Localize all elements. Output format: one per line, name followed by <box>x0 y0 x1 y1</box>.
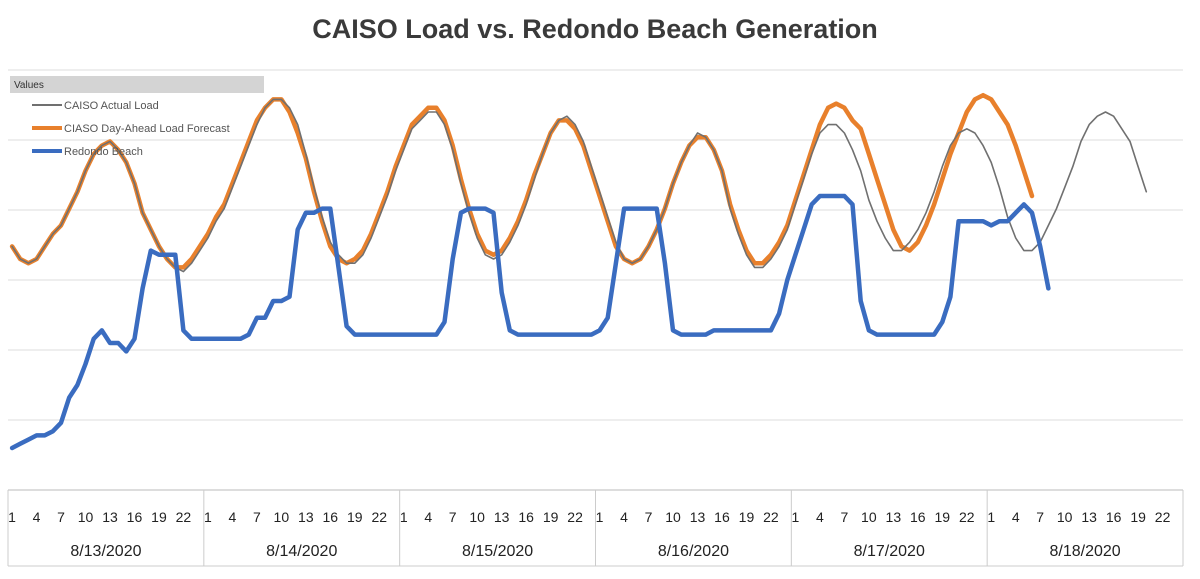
hour-tick-label: 16 <box>714 509 730 525</box>
legend: Values CAISO Actual Load CIASO Day-Ahead … <box>10 76 264 158</box>
date-label: 8/17/2020 <box>854 543 925 560</box>
hour-tick-label: 19 <box>543 509 559 525</box>
legend-entry-label: Redondo Beach <box>64 146 143 158</box>
hour-tick-label: 13 <box>298 509 314 525</box>
hour-tick-label: 1 <box>792 509 800 525</box>
hour-tick-label: 22 <box>959 509 975 525</box>
hour-tick-label: 10 <box>861 509 877 525</box>
hour-tick-label: 10 <box>665 509 681 525</box>
series-lines <box>9 92 1148 451</box>
hour-tick-label: 10 <box>469 509 485 525</box>
hour-tick-label: 4 <box>620 509 628 525</box>
hour-tick-label: 16 <box>518 509 534 525</box>
date-label: 8/15/2020 <box>462 543 533 560</box>
hour-tick-label: 19 <box>1130 509 1146 525</box>
hour-tick-label: 16 <box>127 509 143 525</box>
hour-tick-label: 7 <box>1036 509 1044 525</box>
hour-tick-label: 4 <box>1012 509 1020 525</box>
hour-tick-label: 1 <box>8 509 16 525</box>
date-label: 8/14/2020 <box>266 543 337 560</box>
hour-tick-label: 19 <box>347 509 363 525</box>
hour-tick-label: 13 <box>102 509 118 525</box>
hour-tick-label: 10 <box>1057 509 1073 525</box>
hour-tick-label: 13 <box>690 509 706 525</box>
hour-tick-label: 10 <box>274 509 290 525</box>
hour-tick-label: 16 <box>323 509 339 525</box>
date-label: 8/13/2020 <box>70 543 141 560</box>
hour-tick-label: 7 <box>645 509 653 525</box>
hour-tick-label: 22 <box>763 509 779 525</box>
hour-tick-label: 22 <box>567 509 583 525</box>
hour-tick-label: 4 <box>816 509 824 525</box>
hour-tick-label: 22 <box>176 509 192 525</box>
legend-entry-label: CAISO Actual Load <box>64 100 159 112</box>
legend-entry-label: CIASO Day-Ahead Load Forecast <box>64 123 230 135</box>
hour-tick-label: 7 <box>253 509 261 525</box>
hour-tick-label: 7 <box>57 509 65 525</box>
date-label: 8/18/2020 <box>1049 543 1120 560</box>
series-line-1 <box>9 92 1035 270</box>
legend-title: Values <box>14 80 44 91</box>
hour-tick-label: 10 <box>78 509 94 525</box>
legend-header-bar <box>10 76 264 93</box>
hour-tick-label: 1 <box>204 509 212 525</box>
hour-tick-label: 1 <box>987 509 995 525</box>
hour-tick-label: 4 <box>424 509 432 525</box>
hour-tick-label: 1 <box>400 509 408 525</box>
hour-tick-label: 19 <box>151 509 167 525</box>
hour-tick-label: 13 <box>494 509 510 525</box>
series-line-0 <box>11 98 1148 273</box>
chart-title: CAISO Load vs. Redondo Beach Generation <box>312 14 878 44</box>
hour-tick-label: 7 <box>449 509 457 525</box>
hour-tick-label: 19 <box>934 509 950 525</box>
hour-tick-label: 7 <box>840 509 848 525</box>
hour-tick-label: 13 <box>1081 509 1097 525</box>
hour-tick-label: 4 <box>33 509 41 525</box>
hour-tick-label: 22 <box>1155 509 1171 525</box>
hour-tick-label: 13 <box>886 509 902 525</box>
hour-tick-label: 4 <box>228 509 236 525</box>
hour-tick-label: 1 <box>596 509 604 525</box>
date-label: 8/16/2020 <box>658 543 729 560</box>
series-line-2 <box>9 193 1051 451</box>
hour-tick-label: 16 <box>910 509 926 525</box>
hour-tick-label: 19 <box>739 509 755 525</box>
hour-tick-label: 16 <box>1106 509 1122 525</box>
hour-tick-label: 22 <box>371 509 387 525</box>
